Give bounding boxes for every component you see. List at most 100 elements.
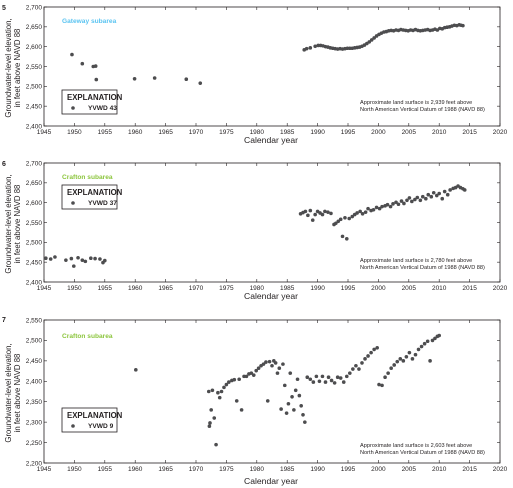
x-tick-label: 1980 xyxy=(250,129,265,136)
subarea-label: Gateway subarea xyxy=(62,18,117,25)
legend-frame xyxy=(61,184,118,210)
x-tick-label: 2015 xyxy=(462,129,477,136)
data-point xyxy=(413,352,418,357)
data-point xyxy=(410,357,415,361)
y-axis-label-line2: in feet above NAVD 88 xyxy=(13,29,22,108)
data-point xyxy=(367,40,372,44)
data-point xyxy=(380,383,384,388)
y-tick-label: 2,400 xyxy=(26,123,43,130)
data-point xyxy=(76,256,80,260)
x-tick-label: 1945 xyxy=(37,285,52,292)
data-point xyxy=(380,204,384,209)
data-point xyxy=(103,258,107,263)
data-point xyxy=(219,389,224,394)
legend-label: YVWD 43 xyxy=(88,105,117,112)
data-point xyxy=(377,382,381,387)
data-point xyxy=(448,188,452,192)
y-axis-label-line1: Groundwater-level elevation, xyxy=(4,343,13,442)
x-tick-label: 1990 xyxy=(310,285,325,292)
data-point xyxy=(48,257,53,261)
data-point xyxy=(407,350,412,355)
data-point xyxy=(335,375,340,380)
data-point xyxy=(332,381,337,385)
x-tick-label: 2015 xyxy=(462,285,477,292)
data-point xyxy=(426,192,431,197)
data-point xyxy=(234,399,239,403)
data-point xyxy=(377,206,382,211)
legend-frame xyxy=(61,407,118,433)
data-point xyxy=(404,354,409,359)
data-point xyxy=(372,347,376,352)
data-point xyxy=(282,383,287,388)
data-point xyxy=(279,407,283,411)
land-surface-note-line1: Approximate land surface is 2,603 feet a… xyxy=(360,443,472,449)
data-point xyxy=(341,380,346,384)
data-point xyxy=(360,211,365,216)
data-point xyxy=(350,214,355,219)
data-point xyxy=(308,208,313,213)
data-point xyxy=(429,194,434,199)
data-point xyxy=(329,378,334,383)
data-point xyxy=(374,205,379,210)
land-surface-note-line2: North American Vertical Datum of 1988 (N… xyxy=(360,265,485,271)
x-tick-label: 1945 xyxy=(37,129,52,136)
x-axis-title: Calendar year xyxy=(244,135,298,145)
y-tick-label: 2,700 xyxy=(26,160,43,167)
data-point xyxy=(232,377,237,382)
data-point xyxy=(405,198,409,203)
data-point xyxy=(462,188,467,192)
data-point xyxy=(340,234,345,239)
data-point xyxy=(275,371,280,375)
data-point xyxy=(69,256,74,261)
data-point xyxy=(207,424,212,429)
data-point xyxy=(206,389,211,394)
data-point xyxy=(371,208,376,212)
x-tick-label: 2005 xyxy=(402,129,417,136)
x-tick-label: 2020 xyxy=(493,129,508,136)
x-tick-label: 1995 xyxy=(341,129,356,136)
data-point xyxy=(360,361,364,365)
data-point xyxy=(293,388,298,393)
y-tick-label: 2,200 xyxy=(26,460,43,467)
data-point xyxy=(256,366,261,371)
x-axis-title: Calendar year xyxy=(244,476,298,486)
data-point xyxy=(398,357,403,361)
legend-title: EXPLANATION xyxy=(67,411,123,420)
y-tick-label: 2,550 xyxy=(26,220,43,227)
y-axis-label-line2: in feet above NAVD 88 xyxy=(13,185,22,264)
data-point xyxy=(413,197,417,202)
data-point xyxy=(323,209,327,214)
plot-frame xyxy=(43,319,501,464)
x-tick-label: 2005 xyxy=(402,285,417,292)
x-tick-label: 1960 xyxy=(128,129,143,136)
data-point xyxy=(71,264,76,268)
x-tick-label: 1985 xyxy=(280,285,295,292)
x-axis-title: Calendar year xyxy=(244,291,298,301)
data-point xyxy=(152,76,157,80)
data-point xyxy=(216,390,220,395)
x-tick-label: 1950 xyxy=(67,129,82,136)
data-point xyxy=(344,236,349,241)
data-point xyxy=(303,209,308,214)
data-point xyxy=(314,374,319,379)
data-point xyxy=(366,206,370,211)
x-tick-label: 1965 xyxy=(158,285,173,292)
panel-7: 7 Groundwater-level elevation, in feet a… xyxy=(2,317,508,486)
data-point xyxy=(290,395,294,399)
data-point xyxy=(308,377,313,382)
data-point xyxy=(461,23,465,28)
x-tick-label: 2000 xyxy=(371,466,386,473)
data-point xyxy=(53,255,57,259)
legend-box: EXPLANATION YVWD 43 xyxy=(61,89,123,115)
data-point xyxy=(184,77,189,81)
data-point xyxy=(320,212,325,217)
data-point xyxy=(388,204,393,209)
data-point xyxy=(93,256,97,261)
data-point xyxy=(445,192,450,197)
data-point xyxy=(418,198,423,203)
data-point xyxy=(313,212,317,217)
data-point xyxy=(286,401,291,406)
data-point xyxy=(396,202,401,207)
data-point xyxy=(326,375,331,380)
x-tick-label: 1995 xyxy=(341,466,356,473)
